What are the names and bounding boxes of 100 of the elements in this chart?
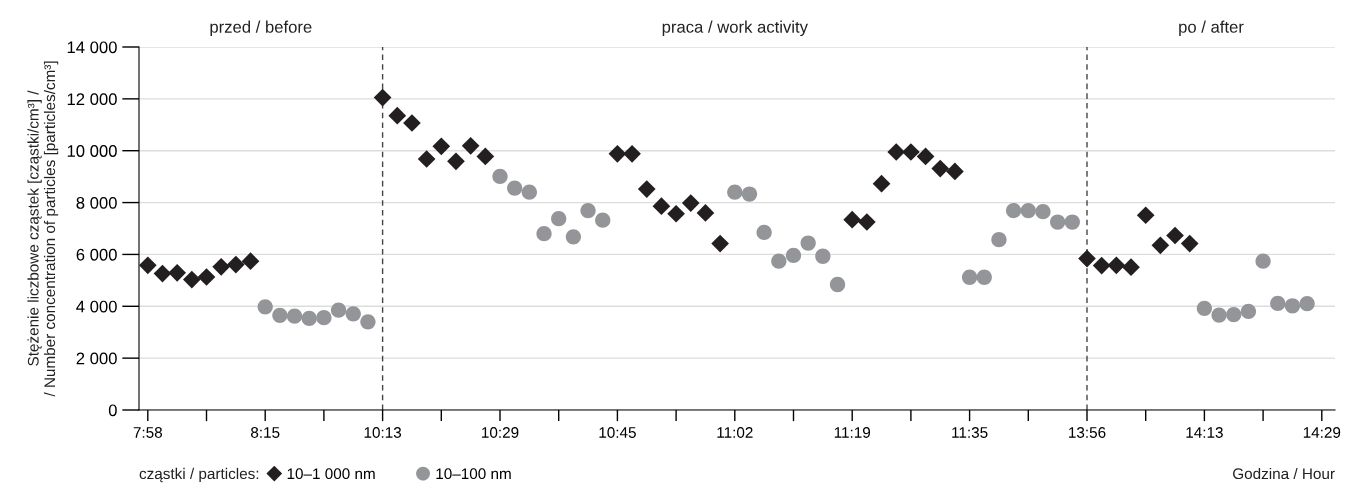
point [1284, 298, 1301, 314]
y-tick-label: 12 000 [67, 93, 117, 106]
point [301, 310, 317, 327]
x-tick-label: 11:19 [834, 427, 871, 438]
y-tick-label: 8 000 [76, 196, 117, 209]
x-tick-label: 8:15 [251, 427, 280, 438]
point [212, 258, 231, 276]
point [815, 248, 831, 264]
point [667, 204, 685, 223]
text: przed / before [210, 20, 312, 37]
point [1035, 204, 1051, 220]
point [345, 306, 361, 322]
point [931, 159, 950, 178]
x-tick-label: 11:02 [717, 427, 753, 438]
point [227, 255, 245, 274]
point [902, 143, 920, 161]
point [727, 184, 743, 200]
point [461, 136, 480, 155]
x-tick-label: 7:58 [133, 427, 163, 438]
point [608, 144, 627, 163]
point [843, 210, 862, 229]
point [272, 307, 288, 323]
point [1180, 234, 1199, 253]
point [681, 194, 700, 212]
point [872, 174, 891, 193]
point [403, 114, 421, 132]
text: po / after [1179, 20, 1244, 37]
text: praca / work activity [662, 20, 808, 37]
x-tick-label: 13:56 [1069, 427, 1106, 438]
legend-label: 10–1 000 nm [287, 468, 375, 480]
x-tick-label: 10:13 [364, 427, 402, 438]
point [360, 314, 376, 330]
y-axis-title: Stężenie liczbowe cząstek [cząstki/cm³] / / Number concentration of particles [particles/cm³] [27, 61, 59, 397]
point [991, 232, 1007, 248]
point [1240, 303, 1257, 320]
point [580, 202, 596, 219]
point [1078, 249, 1096, 268]
point [197, 268, 216, 286]
point [1050, 214, 1066, 230]
point [946, 162, 964, 181]
point [565, 229, 582, 245]
point [829, 276, 846, 293]
point [521, 184, 537, 200]
point [1064, 214, 1080, 230]
point [417, 150, 436, 168]
point [887, 143, 906, 161]
x-tick-label: 10:45 [599, 427, 636, 438]
y-tick-label: 2 000 [76, 352, 117, 365]
point [153, 264, 172, 283]
x-tick-label: 10:29 [482, 427, 519, 438]
point [476, 147, 495, 166]
point [168, 264, 186, 282]
point [976, 269, 992, 285]
point [330, 302, 347, 318]
point [1299, 296, 1315, 312]
point [1270, 295, 1286, 312]
point [696, 204, 715, 222]
point [551, 211, 567, 227]
y-tick-label: 6 000 [76, 248, 117, 261]
point [756, 224, 772, 241]
y-tick-label: 14 000 [67, 41, 117, 54]
point [1226, 306, 1242, 323]
x-tick-label: 11:35 [952, 427, 988, 438]
point [447, 152, 465, 171]
point [373, 88, 392, 107]
point [316, 310, 332, 326]
point [241, 252, 260, 271]
point [1020, 202, 1036, 219]
point [785, 247, 802, 264]
point [595, 212, 611, 228]
x-tick-label: 14:13 [1186, 427, 1223, 438]
point [771, 253, 787, 269]
y-tick-label: 10 000 [67, 145, 117, 157]
legend-label: 10–100 nm [436, 468, 511, 480]
x-tick-label: 14:29 [1303, 427, 1341, 438]
point [652, 197, 671, 216]
point [432, 137, 451, 156]
point [1151, 236, 1170, 255]
point [1005, 202, 1022, 219]
point [1136, 206, 1155, 225]
point [637, 180, 656, 198]
y-tick-label: 4 000 [76, 300, 117, 313]
point [961, 269, 978, 285]
point [388, 106, 407, 125]
point [1255, 253, 1271, 269]
point [507, 180, 523, 196]
point [741, 186, 758, 202]
x-axis-title: Godzina / Hour [1233, 467, 1335, 480]
point [286, 308, 303, 324]
legend-title: cząstki / particles: [139, 467, 259, 483]
point [182, 270, 201, 289]
point [858, 213, 876, 231]
point [711, 234, 729, 253]
y-tick-label: 0 [108, 404, 117, 417]
point [1122, 258, 1140, 276]
point [492, 168, 508, 185]
point [536, 226, 552, 242]
point [139, 256, 157, 275]
point [1166, 226, 1184, 245]
point [800, 235, 816, 251]
